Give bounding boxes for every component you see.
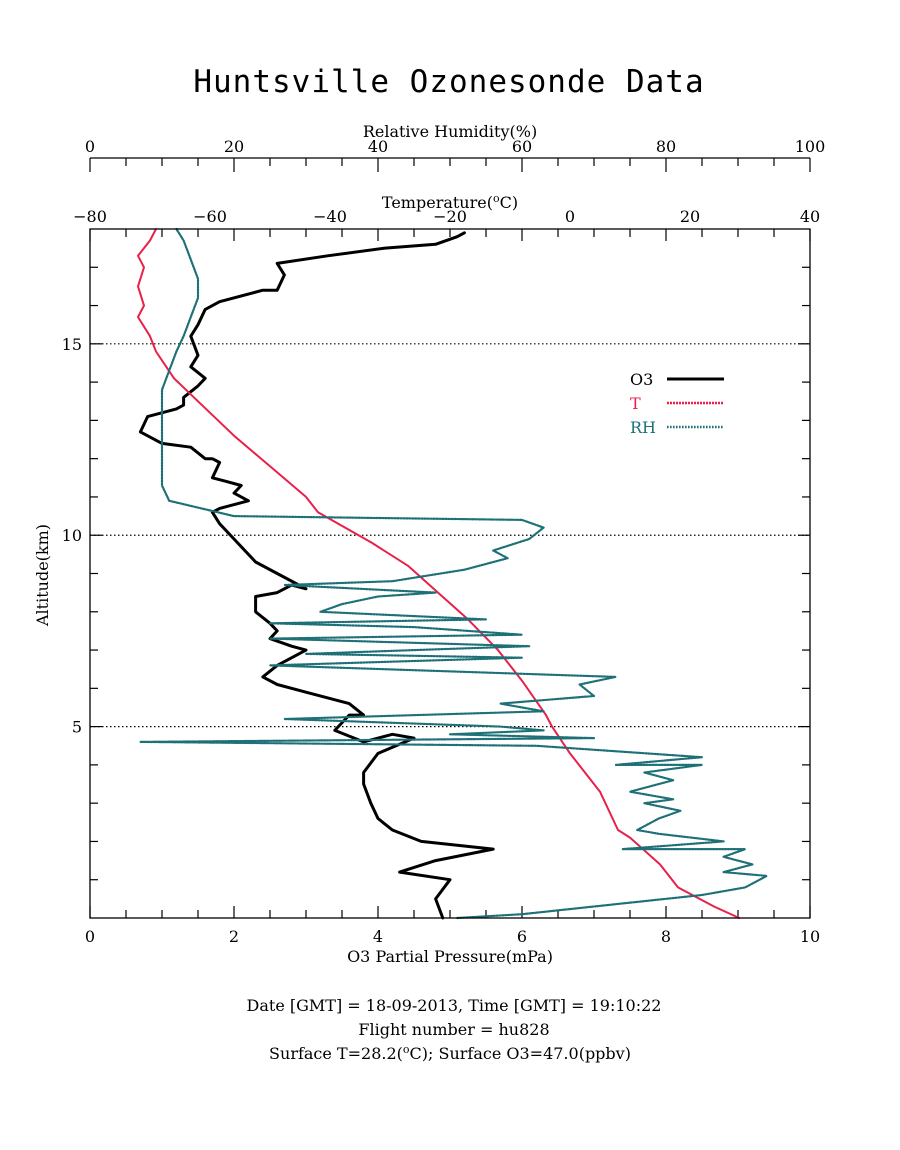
legend: O3 T RH [630, 370, 724, 437]
series-rh-line [139, 227, 768, 920]
footer-surface-values: Surface T=28.2(oC); Surface O3=47.0(ppbv… [269, 1043, 631, 1063]
rh-axis-label: Relative Humidity(%) [363, 122, 537, 141]
chart-title: Huntsville Ozonesonde Data [193, 64, 704, 100]
x-tick-label: 0 [85, 927, 95, 946]
footer-flight-number: Flight number = hu828 [358, 1020, 549, 1039]
temp-tick-label: −20 [433, 207, 467, 226]
rh-tick-label: 60 [512, 137, 532, 156]
temp-tick-label: 20 [680, 207, 700, 226]
footer-date-time: Date [GMT] = 18-09-2013, Time [GMT] = 19… [247, 996, 662, 1015]
rh-tick-label: 100 [795, 137, 826, 156]
legend-label-rh: RH [630, 418, 656, 437]
rh-tick-label: 20 [224, 137, 244, 156]
legend-label-t: T [630, 394, 641, 413]
y-tick-label: 15 [62, 335, 82, 354]
plot-frame [89, 228, 811, 919]
x-tick-label: 4 [373, 927, 383, 946]
series [137, 227, 768, 920]
reference-lines [90, 343, 810, 728]
y-tick-label: 5 [72, 718, 82, 737]
x-tick-label: 10 [800, 927, 820, 946]
series-o3-line [138, 231, 495, 920]
temperature-axis-label: Temperature(oC) [382, 192, 518, 212]
temp-tick-label: 40 [800, 207, 820, 226]
rh-tick-label: 80 [656, 137, 676, 156]
o3-axis-label: O3 Partial Pressure(mPa) [347, 947, 553, 966]
rh-tick-label: 0 [85, 137, 95, 156]
x-tick-label: 2 [229, 927, 239, 946]
rh-tick-label: 40 [368, 137, 388, 156]
series-t-line [137, 228, 741, 919]
legend-label-o3: O3 [630, 370, 653, 389]
x-tick-label: 6 [517, 927, 527, 946]
temp-tick-label: −60 [193, 207, 227, 226]
x-tick-label: 8 [661, 927, 671, 946]
temp-tick-label: −40 [313, 207, 347, 226]
temp-tick-label: −80 [73, 207, 107, 226]
y-tick-label: 10 [62, 526, 82, 545]
altitude-axis-label: Altitude(km) [33, 524, 52, 627]
temp-tick-label: 0 [565, 207, 575, 226]
axes: 5 10 15 0 2 4 6 8 10 −80 −60 −40 −20 0 20 40 0 20 40 60 80 10… [62, 137, 826, 946]
